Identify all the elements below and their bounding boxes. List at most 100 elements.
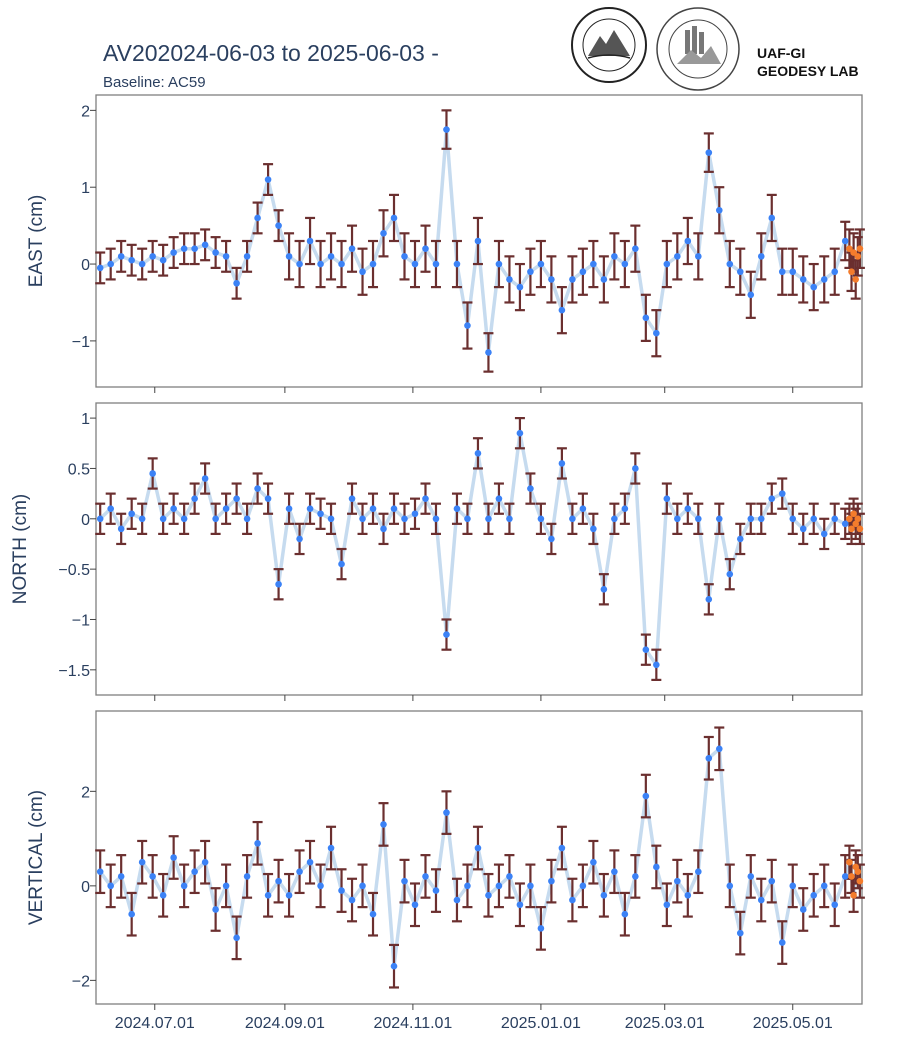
data-point [285,253,293,260]
data-point [264,495,272,502]
x-tick-label: 2025.01.01 [501,1015,581,1032]
data-point [327,515,335,523]
data-point [495,495,503,502]
data-point [579,505,587,513]
y-tick-label: −1.5 [58,663,90,680]
data-point [695,515,702,523]
chart-subtitle: Baseline: AC59 [103,74,206,91]
data-point [705,596,713,603]
data-point [726,260,734,268]
data-point [107,505,114,513]
data-point [474,237,482,245]
data-point [369,910,377,918]
data-point [212,906,219,913]
data-point [348,245,356,252]
data-point [453,896,461,904]
lab-name-line2: GEODESY LAB [757,63,859,79]
data-point [443,809,450,816]
data-point [799,525,807,533]
data-point [254,485,261,492]
geophysical-institute-seal-logo [656,7,740,91]
data-point [642,792,650,800]
data-point [296,868,303,875]
data-point [96,264,104,272]
x-tick-label: 2024.07.01 [115,1015,195,1032]
y-tick-label: −1 [72,612,90,629]
data-point [390,962,398,970]
data-point [149,253,156,260]
data-point [537,515,545,523]
data-point [579,268,587,276]
data-point [411,901,419,909]
data-point [569,896,576,904]
data-point [600,892,608,899]
y-tick-label: −0.5 [58,562,90,579]
data-point [233,279,240,287]
data-point-recent [850,510,857,518]
data-point [443,631,450,638]
data-point [632,873,639,880]
panel-vertical: −2 0 2 VERTICAL (cm) [26,710,865,1010]
data-point [107,882,114,890]
plot-frame [95,710,863,1005]
data-point [757,896,765,904]
data-point-recent [846,858,853,866]
data-point [243,515,251,523]
data-point [338,887,345,894]
data-point [411,260,419,268]
data-point [558,460,566,467]
data-point [831,901,839,909]
data-point [285,892,293,899]
panel-north: −1.5 −1 −0.5 0 0.5 1 NORTH (cm) [10,402,865,701]
data-point [180,245,188,252]
data-point [789,268,797,276]
data-point [757,253,765,260]
data-point [369,260,377,268]
data-point [820,882,828,890]
y-axis-label: EAST (cm) [26,195,47,288]
data-point [222,505,230,513]
data-point [138,515,146,523]
data-point [390,214,398,222]
data-point-recent [848,873,855,880]
data-point [138,858,146,866]
data-point [810,283,818,291]
data-point [632,245,639,252]
lab-name-line1: UAF-GI [757,45,806,61]
data-point [117,525,125,533]
data-point [831,268,839,276]
data-point [380,230,387,237]
data-point [191,868,198,875]
data-point [799,276,807,283]
data-point [527,485,534,492]
data-point [569,276,576,283]
data-point [537,925,545,932]
data-point [558,844,566,852]
y-tick-label: 0 [81,512,90,529]
data-point [401,515,408,523]
data-point-recent [846,245,853,252]
data-point [401,877,408,885]
x-tick-label: 2025.05.01 [753,1015,833,1032]
data-point [778,939,786,946]
data-point-recent [856,877,864,885]
data-point-recent [856,245,864,252]
data-point [590,260,597,268]
y-tick-label: 1 [81,411,90,428]
data-point [820,530,828,538]
data-point-recent [848,268,855,276]
data-point [222,882,230,890]
data-point [327,253,335,260]
data-point [264,892,272,899]
data-point [201,858,209,866]
y-tick-label: 0 [81,257,90,274]
data-point [611,868,618,875]
data-point [453,505,461,513]
data-point [474,450,482,457]
data-point [306,858,314,866]
data-point [338,260,345,268]
data-point [747,291,755,299]
data-point [453,260,461,268]
data-point [558,306,566,314]
data-point [747,515,755,523]
